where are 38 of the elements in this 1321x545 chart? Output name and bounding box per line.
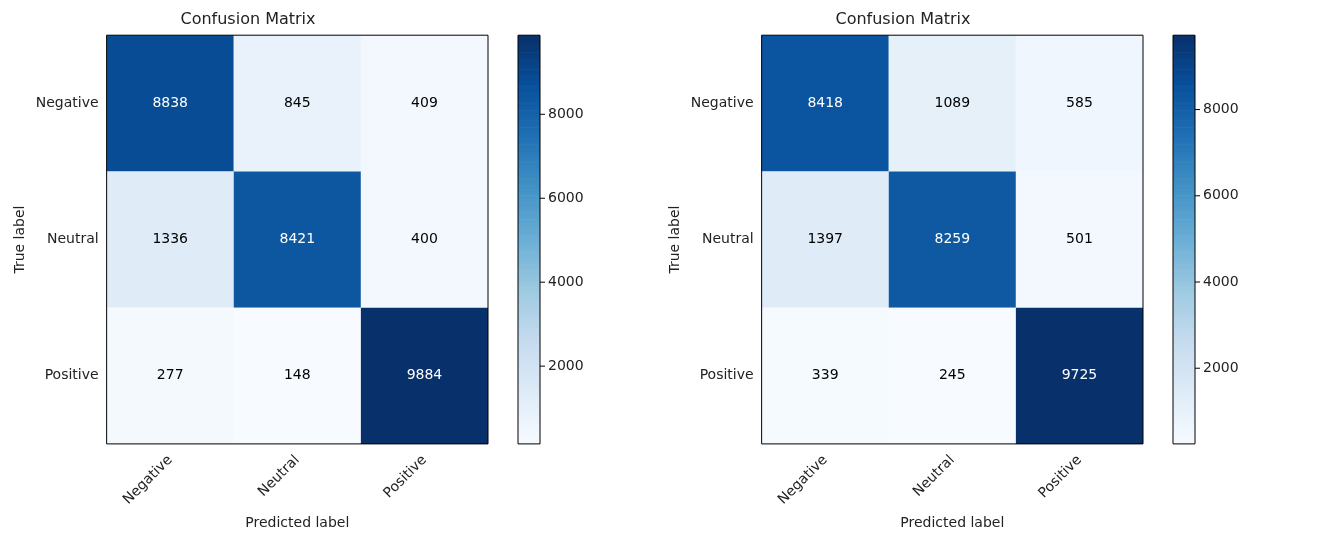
data-label: 501	[1066, 230, 1093, 247]
data-label: 9884	[406, 366, 443, 383]
color-bar-label: 6000	[1203, 186, 1239, 203]
data-label: 9725	[1061, 366, 1098, 383]
y-tick-label: Negative	[35, 93, 99, 110]
color-bar-label: 8000	[1203, 100, 1239, 117]
data-label: 845	[283, 93, 311, 110]
data-label: 339	[811, 366, 839, 383]
data-label: 148	[283, 366, 311, 383]
y-tick-label: Positive	[44, 366, 99, 383]
data-label: 1336	[152, 230, 189, 247]
chart-title: Confusion Matrix	[835, 8, 971, 28]
data-label: 1397	[807, 230, 844, 247]
data-label: 8418	[807, 93, 844, 110]
color-bar-label: 2000	[1203, 358, 1239, 375]
data-label: 409	[411, 93, 438, 110]
y-tick-label: Negative	[690, 93, 754, 110]
data-label: 8259	[934, 230, 971, 247]
data-label: 400	[411, 230, 438, 247]
color-bar-label: 2000	[548, 356, 584, 373]
data-label: 585	[1066, 93, 1093, 110]
color-bar-label: 8000	[548, 104, 584, 121]
chart-title: Confusion Matrix	[180, 8, 316, 28]
y-tick-label: Neutral	[46, 230, 99, 247]
color-bar-label: 4000	[1203, 272, 1239, 289]
y-axis-title: True label	[666, 205, 683, 275]
y-axis-title: True label	[11, 205, 28, 275]
x-axis-title: Predicted label	[900, 514, 1005, 531]
data-label: 1089	[934, 93, 971, 110]
x-axis-title: Predicted label	[245, 514, 350, 531]
color-bar-label: 4000	[548, 272, 584, 289]
data-label: 277	[156, 366, 184, 383]
data-label: 8838	[152, 93, 189, 110]
y-tick-label: Positive	[699, 366, 754, 383]
color-bar-label: 6000	[548, 188, 584, 205]
data-label: 8421	[279, 230, 316, 247]
data-label: 245	[938, 366, 966, 383]
y-tick-label: Neutral	[701, 230, 754, 247]
